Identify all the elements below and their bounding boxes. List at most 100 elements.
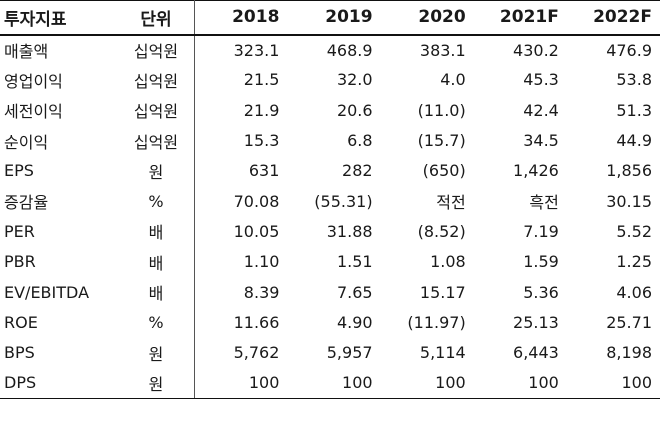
row-unit: 원 bbox=[118, 155, 195, 186]
row-label: PER bbox=[4, 221, 35, 241]
row-unit: % bbox=[118, 307, 195, 338]
row-value: 430.2 bbox=[513, 40, 559, 60]
header-year: 2022F bbox=[566, 0, 660, 36]
row-unit: 십억원 bbox=[118, 34, 195, 65]
row-value: 4.90 bbox=[336, 312, 373, 332]
table-row: PBR 배 1.10 1.51 1.08 1.59 1.25 bbox=[0, 246, 660, 277]
row-value: 4.06 bbox=[616, 282, 652, 302]
row-label: BPS bbox=[4, 343, 35, 363]
header-year: 2018 bbox=[194, 0, 288, 36]
row-label: DPS bbox=[0, 367, 119, 399]
row-value: 100 bbox=[287, 367, 381, 399]
table-row: ROE % 11.66 4.90 (11.97) 25.13 25.71 bbox=[0, 307, 660, 338]
row-value: 적전 bbox=[436, 193, 466, 213]
row-unit: 배 bbox=[118, 276, 195, 308]
row-label: ROE bbox=[4, 312, 38, 332]
row-value: 30.15 bbox=[606, 191, 652, 211]
row-unit: 십억원 bbox=[118, 64, 195, 96]
row-value: (15.7) bbox=[417, 131, 466, 151]
row-value: 11.66 bbox=[233, 312, 280, 332]
table-row: EV/EBITDA 배 8.39 7.65 15.17 5.36 4.06 bbox=[0, 276, 660, 308]
row-value: 51.3 bbox=[616, 100, 652, 120]
table-row: 세전이익 십억원 21.9 20.6 (11.0) 42.4 51.3 bbox=[0, 95, 660, 126]
table-row: 순이익 십억원 15.3 6.8 (15.7) 34.5 44.9 bbox=[0, 125, 660, 156]
row-label: 증감율 bbox=[4, 193, 49, 213]
row-unit: 원 bbox=[118, 367, 195, 399]
row-value: 100 bbox=[566, 367, 660, 399]
row-value: 5.52 bbox=[616, 221, 652, 241]
row-unit: 배 bbox=[118, 246, 195, 277]
header-year: 2019 bbox=[287, 0, 381, 36]
row-value: 100 bbox=[473, 367, 567, 399]
row-value: 5,957 bbox=[326, 343, 373, 363]
header-year: 2020 bbox=[380, 0, 474, 36]
row-value: 흑전 bbox=[529, 193, 559, 213]
row-unit: 십억원 bbox=[118, 125, 195, 156]
row-label: PBR bbox=[4, 252, 36, 272]
row-value: (55.31) bbox=[314, 191, 373, 211]
row-label: 매출액 bbox=[4, 42, 49, 62]
row-value: 45.3 bbox=[523, 70, 559, 90]
row-value: 7.65 bbox=[336, 282, 373, 302]
row-value: 323.1 bbox=[233, 40, 280, 60]
row-value: 25.13 bbox=[513, 312, 559, 332]
row-value: 34.5 bbox=[523, 131, 559, 151]
header-indicator: 투자지표 bbox=[0, 0, 119, 36]
table-header-row: 투자지표 단위 2018 2019 2020 2021F 2022F bbox=[0, 0, 660, 36]
row-value: 383.1 bbox=[419, 40, 466, 60]
row-unit: 원 bbox=[118, 337, 195, 368]
table-row: BPS 원 5,762 5,957 5,114 6,443 8,198 bbox=[0, 337, 660, 368]
row-value: 476.9 bbox=[606, 40, 652, 60]
row-label: 세전이익 bbox=[4, 102, 63, 122]
table-row: PER 배 10.05 31.88 (8.52) 7.19 5.52 bbox=[0, 216, 660, 247]
row-unit: % bbox=[118, 185, 195, 217]
row-value: 20.6 bbox=[336, 100, 373, 120]
row-value: 7.19 bbox=[523, 221, 559, 241]
investment-indicators-table: 투자지표 단위 2018 2019 2020 2021F 2022F 매출액 십… bbox=[0, 0, 660, 399]
table-row: EPS 원 631 282 (650) 1,426 1,856 bbox=[0, 155, 660, 186]
row-value: 1.51 bbox=[336, 252, 373, 272]
row-value: 15.17 bbox=[419, 282, 466, 302]
row-value: 1,856 bbox=[606, 161, 652, 181]
row-label: EV/EBITDA bbox=[4, 282, 90, 302]
header-unit: 단위 bbox=[118, 0, 195, 36]
row-value: 1.10 bbox=[243, 252, 280, 272]
row-value: (8.52) bbox=[417, 221, 466, 241]
row-value: 1.08 bbox=[430, 252, 466, 272]
row-value: 4.0 bbox=[440, 70, 466, 90]
row-value: 1.25 bbox=[616, 252, 652, 272]
row-value: 10.05 bbox=[233, 221, 280, 241]
row-value: (650) bbox=[422, 161, 466, 181]
header-year: 2021F bbox=[473, 0, 567, 36]
row-value: 70.08 bbox=[233, 191, 280, 211]
row-value: 1.59 bbox=[523, 252, 559, 272]
row-value: 25.71 bbox=[606, 312, 652, 332]
row-value: 6.8 bbox=[347, 131, 373, 151]
row-value: (11.0) bbox=[417, 100, 466, 120]
table-row: DPS 원 100 100 100 100 100 bbox=[0, 367, 660, 399]
table-row: 영업이익 십억원 21.5 32.0 4.0 45.3 53.8 bbox=[0, 64, 660, 96]
row-value: 5.36 bbox=[523, 282, 559, 302]
row-value: 1,426 bbox=[513, 161, 559, 181]
row-unit: 배 bbox=[118, 216, 195, 247]
row-value: 100 bbox=[194, 367, 288, 399]
row-label: 영업이익 bbox=[4, 71, 63, 91]
row-unit: 십억원 bbox=[118, 95, 195, 126]
row-value: 5,762 bbox=[233, 343, 280, 363]
row-value: 21.9 bbox=[243, 100, 280, 120]
row-value: 8.39 bbox=[243, 282, 280, 302]
row-value: 42.4 bbox=[523, 100, 559, 120]
row-value: 31.88 bbox=[326, 221, 373, 241]
row-value: 44.9 bbox=[616, 131, 652, 151]
row-value: 8,198 bbox=[606, 343, 652, 363]
row-value: 100 bbox=[380, 367, 474, 399]
row-value: 282 bbox=[342, 161, 373, 181]
row-value: 468.9 bbox=[326, 40, 373, 60]
row-value: (11.97) bbox=[407, 312, 466, 332]
row-value: 631 bbox=[248, 161, 280, 181]
row-value: 6,443 bbox=[513, 343, 559, 363]
table-row: 증감율 % 70.08 (55.31) 적전 흑전 30.15 bbox=[0, 185, 660, 217]
row-label: EPS bbox=[4, 161, 34, 181]
row-value: 53.8 bbox=[616, 70, 652, 90]
